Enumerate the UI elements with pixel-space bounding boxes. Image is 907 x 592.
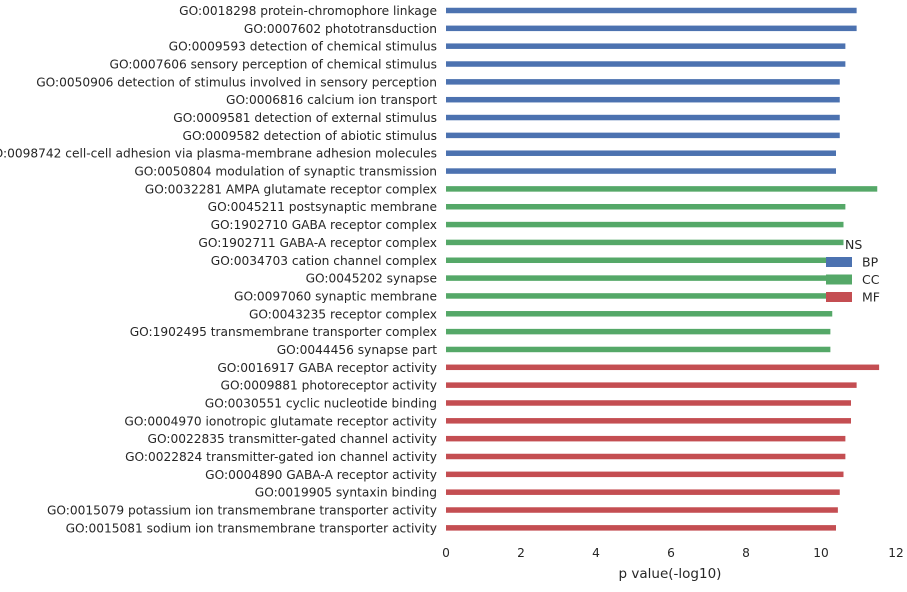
category-label: GO:0007602 phototransduction (244, 22, 437, 36)
category-label: GO:0018298 protein-chromophore linkage (179, 4, 437, 18)
category-label: GO:0009881 photoreceptor activity (221, 379, 437, 393)
category-label: GO:0097060 synaptic membrane (234, 289, 437, 303)
bar-mf (446, 382, 857, 388)
category-label: GO:0032281 AMPA glutamate receptor compl… (145, 182, 437, 196)
category-label: GO:0006816 calcium ion transport (226, 93, 437, 107)
bar-cc (446, 221, 844, 228)
bar-cc (446, 203, 846, 210)
bars-layer (446, 7, 880, 531)
bar-cc (446, 275, 844, 281)
x-tick-label: 10 (813, 546, 829, 560)
x-tick-label: 6 (667, 546, 675, 560)
category-label: GO:0016917 GABA receptor activity (217, 361, 437, 375)
category-label: GO:0019905 syntaxin binding (255, 486, 437, 500)
bar-mf (446, 471, 844, 478)
bar-bp (446, 61, 846, 67)
bar-mf (446, 525, 836, 531)
legend: NS BP CC MF (826, 237, 880, 305)
x-axis-title: p value(-log10) (619, 566, 722, 582)
category-label: GO:0022824 transmitter-gated ion channel… (125, 450, 437, 464)
legend-label-mf: MF (862, 290, 880, 305)
bar-mf (446, 489, 840, 495)
bar-cc (446, 239, 844, 246)
bar-cc (446, 186, 878, 192)
x-tick-label: 8 (742, 546, 750, 560)
bar-bp (446, 132, 840, 139)
x-tick-label: 12 (888, 546, 904, 560)
category-label: GO:0050804 modulation of synaptic transm… (134, 165, 437, 179)
legend-swatch-cc (826, 274, 852, 285)
bar-bp (446, 114, 840, 121)
category-label: GO:0009582 detection of abiotic stimulus (183, 129, 438, 143)
category-label: GO:0004890 GABA-A receptor activity (205, 468, 437, 482)
category-label: GO:0004970 ionotropic glutamate receptor… (124, 414, 437, 428)
category-label: GO:0007606 sensory perception of chemica… (110, 58, 438, 72)
category-label: GO:0044456 synapse part (277, 343, 438, 357)
bar-mf (446, 435, 846, 442)
x-tick-label: 4 (592, 546, 600, 560)
category-label: GO:1902710 GABA receptor complex (211, 218, 437, 232)
bar-mf (446, 418, 851, 424)
category-label: GO:0043235 receptor complex (249, 307, 437, 321)
bar-bp (446, 150, 836, 156)
bar-mf (446, 400, 851, 406)
category-label: GO:0022835 transmitter-gated channel act… (148, 432, 437, 446)
category-label: GO:0045202 synapse (306, 272, 437, 286)
bar-bp (446, 79, 840, 85)
bar-bp (446, 43, 846, 49)
bar-bp (446, 7, 857, 14)
category-labels: GO:0018298 protein-chromophore linkage GO… (0, 4, 437, 535)
bar-mf (446, 453, 846, 460)
bar-cc (446, 293, 844, 299)
bar-mf (446, 364, 880, 371)
category-label: GO:0050906 detection of stimulus involve… (36, 75, 437, 89)
category-label: GO:0009593 detection of chemical stimulu… (169, 40, 437, 54)
category-label: GO:0098742 cell-cell adhesion via plasma… (0, 147, 437, 161)
category-label: GO:0015079 potassium ion transmembrane t… (47, 504, 437, 518)
legend-swatch-bp (826, 257, 852, 267)
category-label: GO:0045211 postsynaptic membrane (208, 200, 437, 214)
category-label: GO:1902711 GABA-A receptor complex (198, 236, 437, 250)
legend-swatch-mf (826, 292, 852, 302)
bar-mf (446, 507, 838, 513)
legend-title: NS (845, 237, 862, 252)
legend-label-bp: BP (862, 255, 879, 270)
bar-cc (446, 346, 831, 353)
category-label: GO:0015081 sodium ion transmembrane tran… (66, 521, 437, 535)
x-axis-ticks: 0 2 4 6 8 10 12 (442, 546, 904, 560)
bar-cc (446, 311, 833, 317)
legend-label-cc: CC (862, 272, 880, 287)
category-label: GO:0034703 cation channel complex (211, 254, 437, 268)
x-tick-label: 2 (517, 546, 525, 560)
category-label: GO:0030551 cyclic nucleotide binding (205, 396, 437, 410)
bar-bp (446, 96, 840, 103)
bar-bp (446, 168, 836, 174)
category-label: GO:1902495 transmembrane transporter com… (130, 325, 437, 339)
bar-bp (446, 25, 857, 32)
x-tick-label: 0 (442, 546, 450, 560)
bar-cc (446, 328, 831, 335)
category-label: GO:0009581 detection of external stimulu… (173, 111, 437, 125)
bar-cc (446, 257, 844, 264)
